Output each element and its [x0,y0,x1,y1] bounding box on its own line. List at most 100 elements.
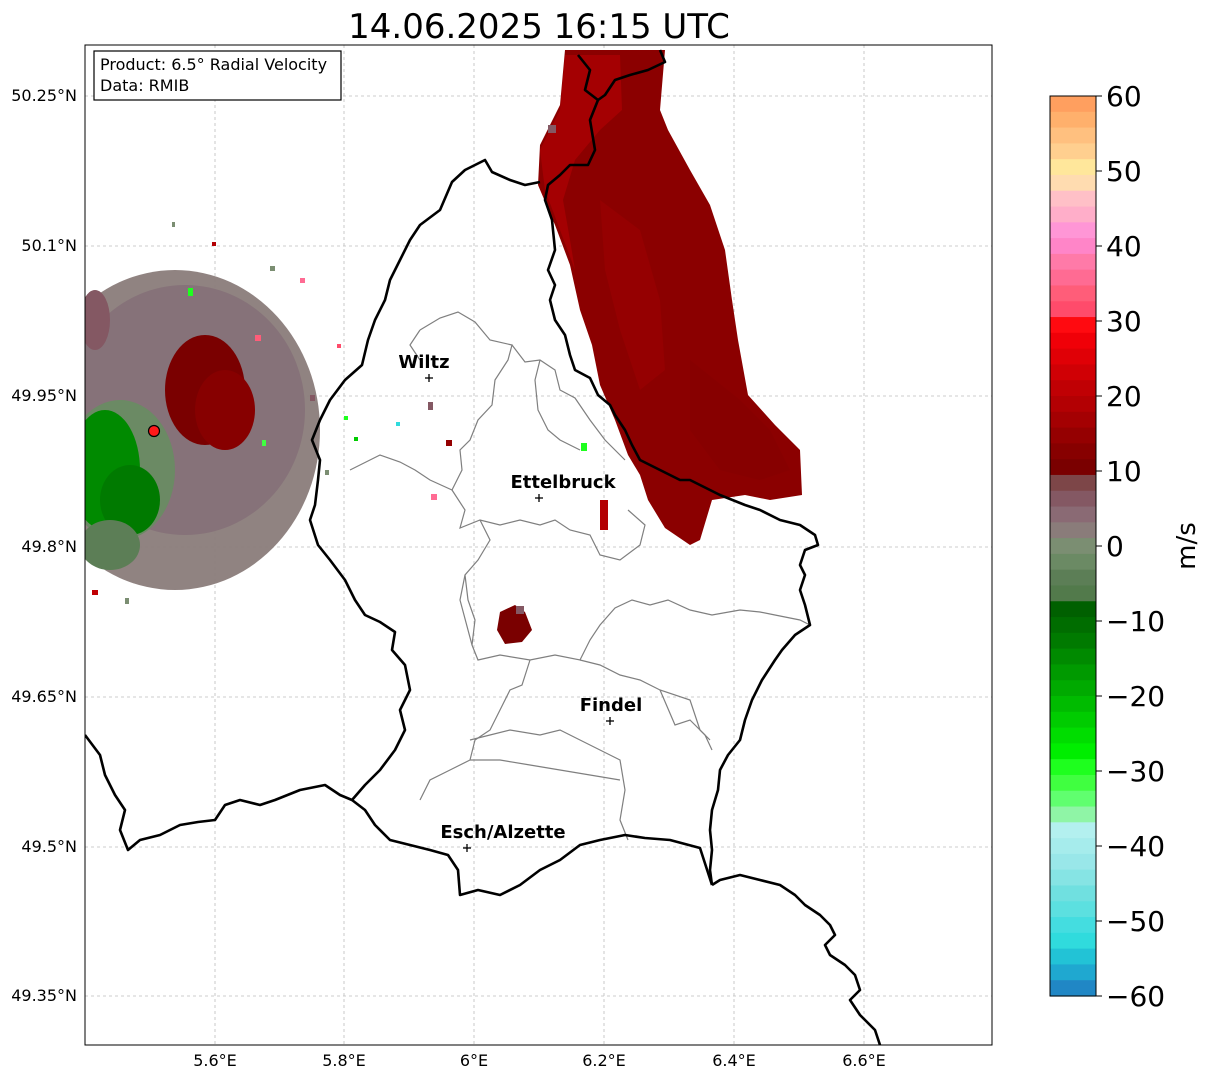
colorbar-swatch [1050,806,1096,823]
colorbar-swatch [1050,964,1096,981]
colorbar-swatch [1050,348,1096,366]
colorbar-swatch [1050,869,1096,887]
colorbar-swatch [1050,238,1096,255]
city-marker-ettelbruck [535,494,543,502]
colorbar-swatch [1050,506,1096,523]
x-tick-label: 6.4°E [712,1051,756,1070]
colorbar-swatch [1050,932,1096,950]
x-tick-label: 6.2°E [582,1051,626,1070]
colorbar-tick-label: 10 [1106,455,1142,488]
colorbar-swatch [1050,711,1096,729]
colorbar-swatch [1050,774,1096,792]
colorbar-tick-label: −30 [1106,755,1165,788]
colorbar-swatch [1050,427,1096,444]
colorbar-swatch [1050,632,1096,650]
colorbar-swatch [1050,727,1096,744]
colorbar-swatch [1050,206,1096,223]
city-label-wiltz: Wiltz [398,352,449,373]
y-axis-ticks: 50.25°N 50.1°N 49.95°N 49.8°N 49.65°N 49… [11,86,77,1005]
colorbar-ticks: 60 50 40 30 20 10 0 −10 −20 −30 −40 −50 −60 [1096,80,1165,1013]
colorbar-swatch [1050,269,1096,287]
city-labels: Wiltz Ettelbruck Findel Esch/Alzette [398,352,642,843]
country-borders [85,49,882,1045]
colorbar-tick-label: −20 [1106,680,1165,713]
info-data-source: Data: RMIB [100,76,189,95]
y-tick-label: 50.25°N [11,86,77,105]
x-tick-label: 6°E [460,1051,488,1070]
colorbar-tick-label: 60 [1106,80,1142,113]
colorbar-swatch [1050,127,1096,144]
map-frame [84,44,993,1046]
colorbar-swatch [1050,553,1096,571]
colorbar-swatch [1050,696,1096,713]
colorbar-swatch [1050,96,1096,113]
colorbar-swatch [1050,490,1096,508]
colorbar-tick-label: −10 [1106,605,1165,638]
colorbar-swatch [1050,317,1096,334]
colorbar-tick-label: −50 [1106,905,1165,938]
x-tick-label: 5.6°E [193,1051,237,1070]
colorbar-tick-label: 20 [1106,380,1142,413]
colorbar-swatch [1050,301,1096,318]
x-axis-ticks: 5.6°E 5.8°E 6°E 6.2°E 6.4°E 6.6°E [193,1051,886,1070]
colorbar-swatch [1050,790,1096,808]
colorbar-swatch [1050,222,1096,239]
colorbar-swatch [1050,111,1096,129]
colorbar-swatch [1050,759,1096,776]
colorbar-swatches [1050,96,1096,997]
colorbar-tick-label: −40 [1106,830,1165,863]
colorbar-swatch [1050,443,1096,460]
colorbar-swatch [1050,980,1096,997]
info-product: Product: 6.5° Radial Velocity [100,55,327,74]
colorbar-tick-label: 40 [1106,230,1142,263]
x-tick-label: 6.6°E [842,1051,886,1070]
colorbar-swatch [1050,822,1096,839]
info-box: Product: 6.5° Radial Velocity Data: RMIB [93,50,342,101]
colorbar-swatch [1050,853,1096,871]
colorbar-swatch [1050,396,1096,413]
colorbar-tick-label: 0 [1106,530,1124,563]
figure-title: 14.06.2025 16:15 UTC [348,7,730,47]
city-label-ettelbruck: Ettelbruck [510,472,616,493]
colorbar-swatch [1050,885,1096,902]
radar-site-marker [147,424,161,438]
colorbar-swatch [1050,617,1096,634]
colorbar: 60 50 40 30 20 10 0 −10 −20 −30 −40 −50 −60 m/s [1049,80,1202,1013]
colorbar-swatch [1050,522,1096,539]
city-marker-findel [606,717,614,725]
colorbar-swatch [1050,474,1096,492]
colorbar-swatch [1050,664,1096,681]
y-tick-label: 49.8°N [21,537,77,556]
colorbar-swatch [1050,159,1096,176]
colorbar-tick-label: 30 [1106,305,1142,338]
colorbar-swatch [1050,332,1096,350]
colorbar-swatch [1050,459,1096,476]
city-label-findel: Findel [580,695,643,716]
colorbar-swatch [1050,948,1096,966]
city-marker-wiltz [425,374,433,382]
map-panel: Wiltz Ettelbruck Findel Esch/Alzette Pro… [11,44,993,1070]
colorbar-swatch [1050,285,1096,302]
y-tick-label: 49.5°N [21,837,77,856]
y-tick-label: 49.65°N [11,687,77,706]
colorbar-swatch [1050,680,1096,697]
colorbar-swatch [1050,411,1096,429]
colorbar-swatch [1050,190,1096,208]
colorbar-swatch [1050,838,1096,855]
colorbar-swatch [1050,253,1096,271]
y-tick-label: 49.35°N [11,986,77,1005]
colorbar-swatch [1050,174,1096,192]
colorbar-swatch [1050,569,1096,587]
colorbar-label: m/s [1172,522,1202,570]
colorbar-tick-label: 50 [1106,155,1142,188]
colorbar-swatch [1050,601,1096,618]
colorbar-swatch [1050,538,1096,555]
colorbar-swatch [1050,901,1096,918]
x-tick-label: 5.8°E [322,1051,366,1070]
radar-echo-scatter [337,344,532,644]
city-label-esch: Esch/Alzette [440,822,565,843]
colorbar-swatch [1050,648,1096,666]
colorbar-swatch [1050,364,1096,381]
city-markers [425,374,614,852]
